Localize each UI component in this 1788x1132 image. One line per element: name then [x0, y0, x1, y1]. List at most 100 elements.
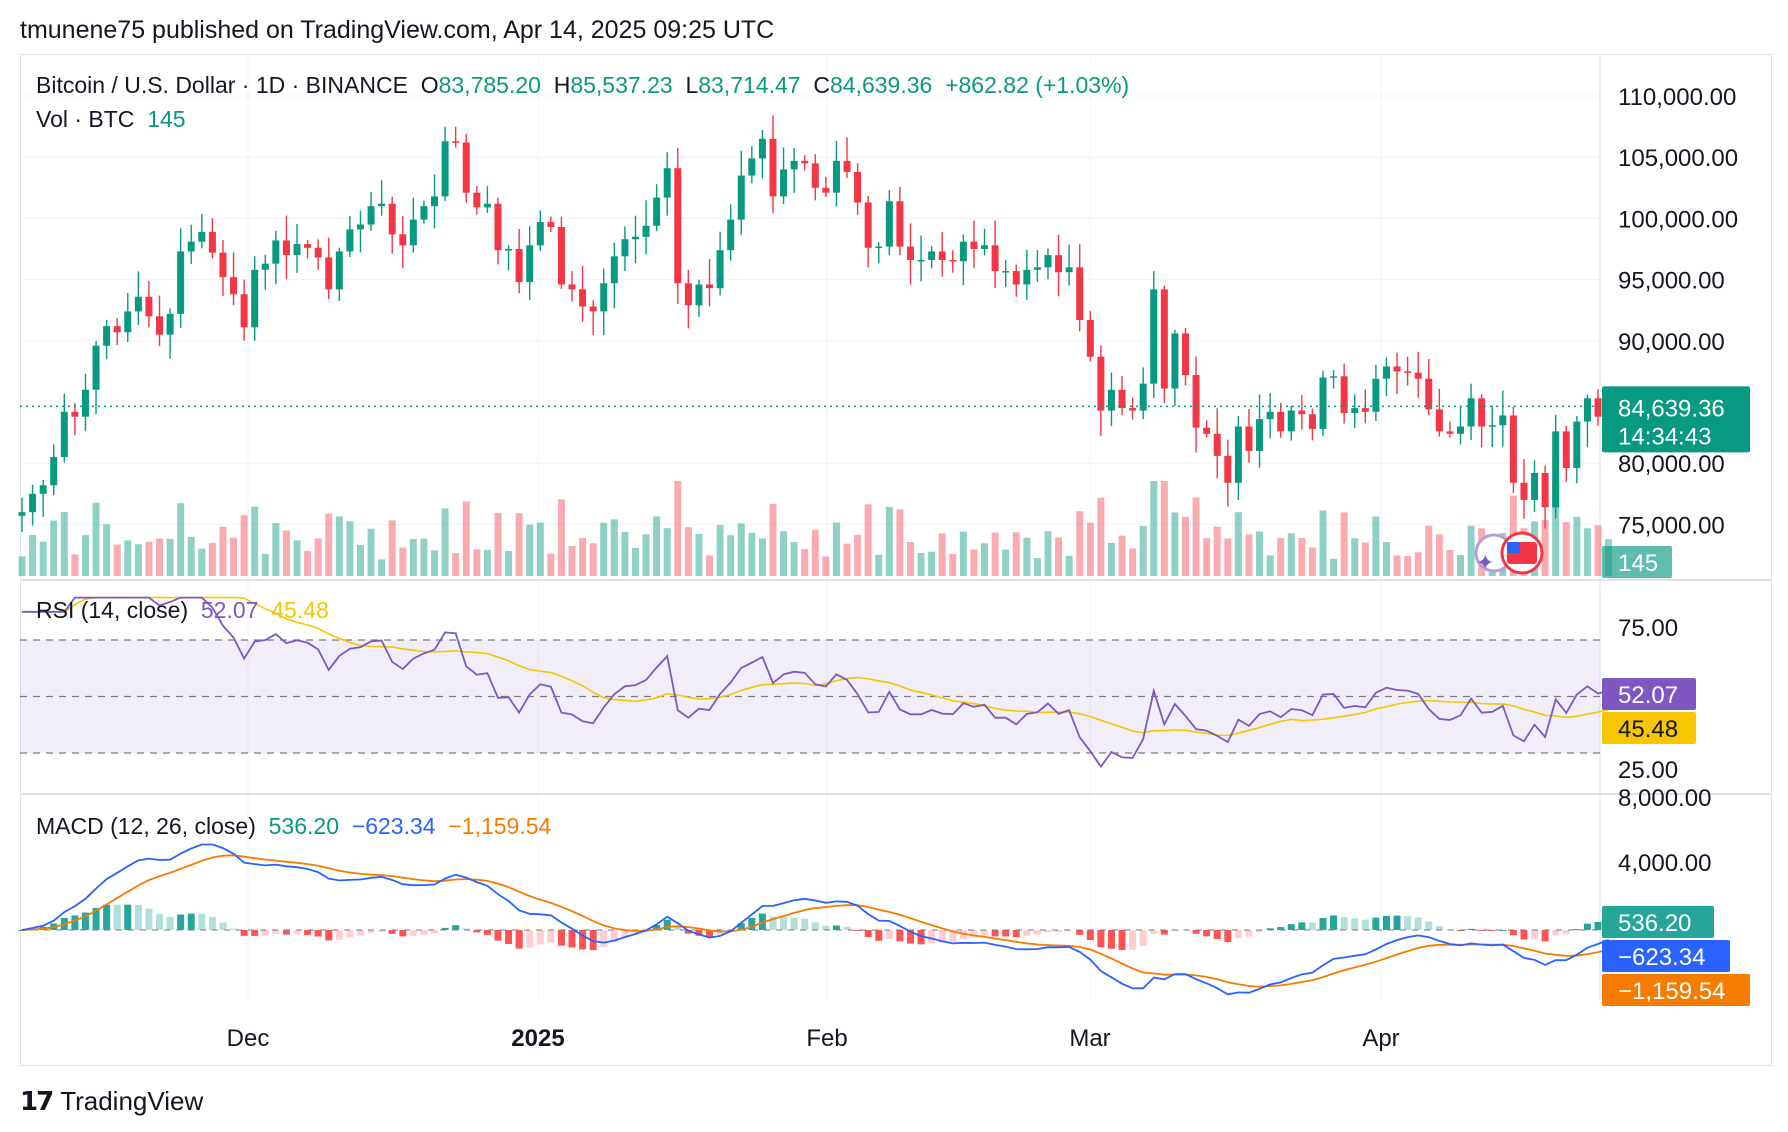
candle-body	[642, 225, 650, 237]
tradingview-brand[interactable]: 17 TradingView	[20, 1086, 203, 1117]
candle-body	[1499, 415, 1507, 426]
macd-histogram-bar	[124, 904, 132, 930]
volume-bar	[885, 506, 893, 576]
candle-body	[420, 206, 428, 220]
volume-bar	[1002, 549, 1010, 576]
macd-histogram-bar	[145, 908, 153, 930]
candle-body	[60, 411, 68, 458]
candle-body	[71, 411, 79, 417]
volume-bar	[557, 499, 565, 576]
candle-body	[1594, 398, 1602, 417]
macd-histogram-bar	[748, 917, 756, 930]
candle-body	[378, 203, 386, 207]
volume-bar	[1277, 537, 1285, 576]
volume-badge-text: 145	[1618, 550, 1658, 577]
macd-histogram-bar	[1340, 917, 1348, 930]
macd-histogram-bar	[346, 930, 354, 938]
volume-bars	[18, 481, 1613, 576]
macd-histogram-bar	[906, 930, 914, 944]
macd-signal-badge-text: −1,159.54	[1618, 978, 1725, 1005]
macd-histogram-bar	[822, 925, 830, 930]
candle-body	[50, 457, 58, 486]
rsi-value: 52.07	[200, 597, 259, 623]
macd-histogram-bar	[367, 930, 375, 934]
volume-bar	[716, 524, 724, 576]
volume-bar	[1203, 538, 1211, 576]
macd-histogram-bar	[917, 930, 925, 945]
macd-hist-badge: 536.20	[1602, 906, 1714, 938]
event-markers[interactable]: ✦	[1474, 531, 1544, 575]
macd-pane[interactable]	[18, 843, 1613, 996]
macd-histogram-bar	[1076, 930, 1084, 935]
macd-label[interactable]: MACD (12, 26, close)	[36, 813, 256, 839]
symbol-label[interactable]: Bitcoin / U.S. Dollar · 1D · BINANCE	[36, 72, 408, 98]
volume-bar	[1033, 557, 1041, 576]
rsi-pane[interactable]	[22, 596, 1609, 769]
macd-signal-badge: −1,159.54	[1602, 974, 1750, 1006]
rsi-label[interactable]: RSI (14, close)	[36, 597, 189, 623]
countdown-text: 14:34:43	[1618, 423, 1711, 450]
macd-histogram-bar	[1192, 930, 1200, 934]
macd-hist-badge-bg	[1602, 906, 1714, 938]
macd-histogram-bar	[1573, 929, 1581, 931]
candle-body	[758, 138, 766, 159]
time-tick-label: Feb	[806, 1025, 847, 1052]
candle-body	[1467, 398, 1475, 427]
volume-bar	[240, 515, 248, 576]
volume-bar	[71, 554, 79, 576]
volume-bar	[1076, 511, 1084, 576]
candle-body	[261, 263, 269, 270]
volume-bar	[896, 509, 904, 576]
volume-bar	[1456, 555, 1464, 576]
macd-tick-label: 8,000.00	[1618, 785, 1711, 812]
rsi-ma-badge-text: 45.48	[1618, 716, 1678, 743]
macd-histogram-bar	[420, 930, 428, 935]
macd-histogram-bar	[1478, 930, 1486, 931]
volume-bar	[706, 555, 714, 576]
volume-bar	[1129, 548, 1137, 576]
macd-histogram-bar	[230, 928, 238, 930]
candle-body	[1129, 408, 1137, 411]
candles[interactable]	[18, 115, 1613, 532]
macd-histogram-bar	[526, 930, 534, 948]
candle-body	[272, 240, 280, 264]
candle-body	[1488, 425, 1496, 427]
candle-body	[1139, 383, 1147, 411]
rsi-ma-badge-bg	[1602, 712, 1696, 744]
macd-histogram-bar	[378, 930, 386, 932]
volume-label[interactable]: Vol · BTC	[36, 106, 135, 132]
macd-histogram-bar	[1509, 930, 1517, 936]
macd-histogram-bar	[198, 913, 206, 930]
macd-histogram-bar	[1097, 930, 1105, 948]
volume-bar	[1118, 535, 1126, 576]
volume-bar	[1361, 542, 1369, 576]
price-tick-label: 95,000.00	[1618, 268, 1725, 295]
candle-body	[970, 241, 978, 249]
candle-body	[1234, 426, 1242, 483]
macd-histogram-bar	[452, 925, 460, 930]
candle-body	[1393, 366, 1401, 372]
macd-histogram-bar	[1224, 930, 1232, 943]
candle-body	[1435, 409, 1443, 432]
candle-body	[388, 203, 396, 235]
volume-bar	[600, 522, 608, 576]
candle-body	[177, 251, 185, 314]
candle-body	[431, 196, 439, 207]
rsi-badge-bg	[1602, 678, 1696, 710]
macd-histogram-bar	[1382, 915, 1390, 930]
macd-histogram-bar	[187, 913, 195, 930]
macd-histogram-bar	[409, 930, 417, 936]
candle-body	[1531, 472, 1539, 500]
candle-body	[494, 203, 502, 251]
candle-body	[1224, 455, 1232, 483]
candle-body	[29, 493, 37, 513]
candle-body	[1478, 398, 1486, 427]
volume-bar	[1340, 512, 1348, 576]
macd-histogram-bar	[1139, 930, 1147, 946]
candle-body	[526, 245, 534, 283]
candle-body	[1583, 398, 1591, 422]
candle-body	[81, 389, 89, 417]
candle-body	[579, 289, 587, 307]
